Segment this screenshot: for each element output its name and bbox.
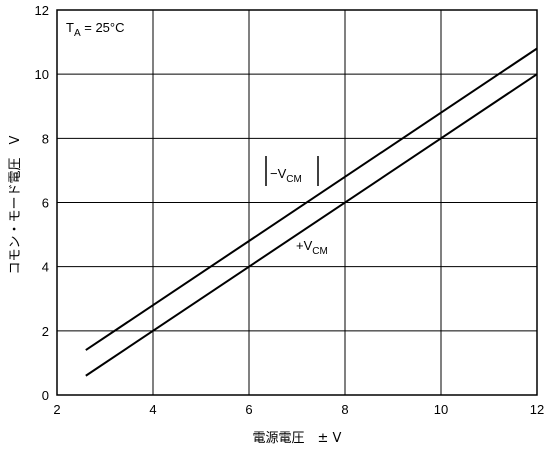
condition-rest: = 25°C <box>81 20 125 35</box>
series-line-1 <box>85 73 538 377</box>
series-label-pos-vcm-sub: CM <box>312 246 328 257</box>
x-axis-label: 電源電圧 ± V <box>253 431 342 446</box>
series-lines <box>85 47 538 377</box>
x-tick-label-1: 4 <box>149 402 156 417</box>
x-tick-label-3: 8 <box>341 402 348 417</box>
y-axis-label: コモン・モード電圧 V <box>8 135 23 274</box>
y-tick-label-0: 0 <box>42 388 49 403</box>
x-tick-label-2: 6 <box>245 402 252 417</box>
y-tick-label-6: 12 <box>35 3 49 18</box>
series-label-pos-vcm-main: +V <box>296 238 313 253</box>
grid-lines <box>56 9 538 396</box>
y-tick-label-3: 6 <box>42 196 49 211</box>
series-label-neg-vcm-sub: CM <box>286 174 302 185</box>
y-tick-label-4: 8 <box>42 131 49 146</box>
condition-sub: A <box>74 28 81 39</box>
series-label-neg-vcm-main: −V <box>270 166 287 181</box>
series-line-0 <box>85 47 538 351</box>
x-tick-label-0: 2 <box>53 402 60 417</box>
x-tick-label-4: 10 <box>434 402 448 417</box>
x-tick-label-5: 12 <box>530 402 544 417</box>
series-label-neg-vcm: −VCM <box>265 156 319 186</box>
y-tick-label-5: 10 <box>35 67 49 82</box>
series-label-pos-vcm: +VCM <box>296 238 328 257</box>
plot-frame <box>56 9 538 396</box>
condition-annotation: TA = 25°C <box>66 20 125 39</box>
series-label-neg-vcm-text: −VCM <box>270 166 302 185</box>
condition-main: T <box>66 20 74 35</box>
y-tick-label-1: 2 <box>42 324 49 339</box>
y-tick-label-2: 4 <box>42 260 49 275</box>
